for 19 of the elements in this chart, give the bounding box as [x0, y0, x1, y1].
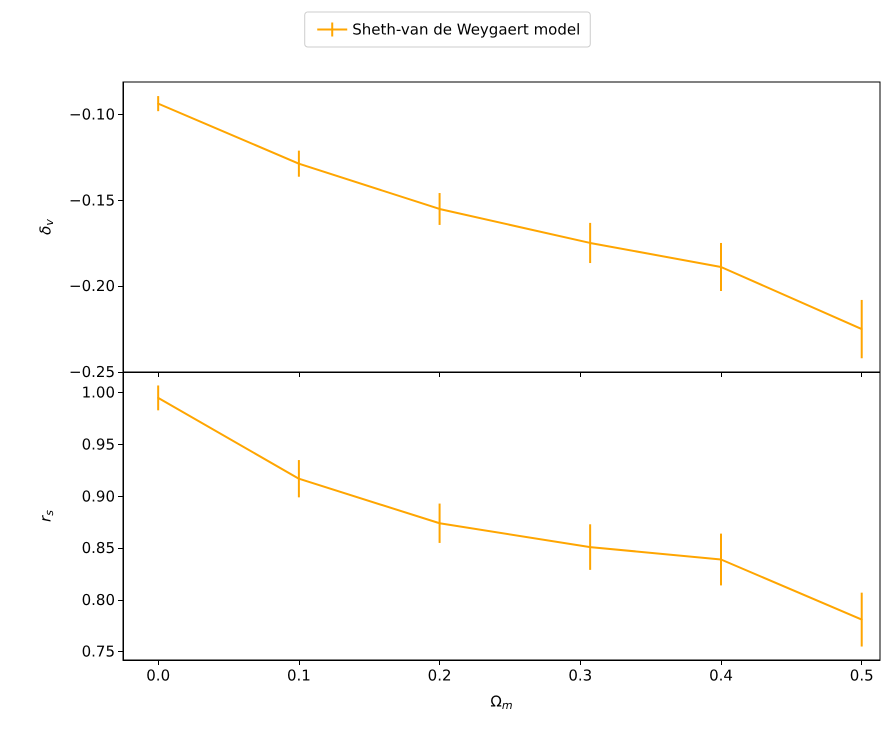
y-tick-label: 1.00: [82, 384, 115, 402]
y-tick-label: 0.80: [82, 590, 115, 609]
x-tick-label: 0.0: [146, 666, 170, 684]
legend-label: Sheth-van de Weygaert model: [352, 20, 580, 38]
y-axis-title: δv: [36, 218, 56, 235]
y-tick-label: 0.85: [82, 539, 115, 558]
y-tick-label: −0.15: [69, 191, 115, 210]
x-tick-label: 0.5: [850, 666, 874, 684]
x-tick-label: 0.3: [568, 666, 592, 684]
y-tick-label: 0.95: [82, 436, 115, 454]
x-tick-label: 0.2: [428, 666, 452, 684]
y-axis-title: rs: [36, 510, 56, 522]
y-tick-label: −0.20: [69, 277, 115, 296]
y-tick-label: −0.25: [69, 363, 115, 381]
x-tick-label: 0.4: [709, 666, 733, 684]
x-tick-label: 0.1: [286, 666, 311, 684]
y-tick-label: −0.10: [69, 106, 115, 124]
y-tick-label: 0.75: [82, 642, 115, 661]
y-tick-label: 0.90: [82, 487, 115, 506]
